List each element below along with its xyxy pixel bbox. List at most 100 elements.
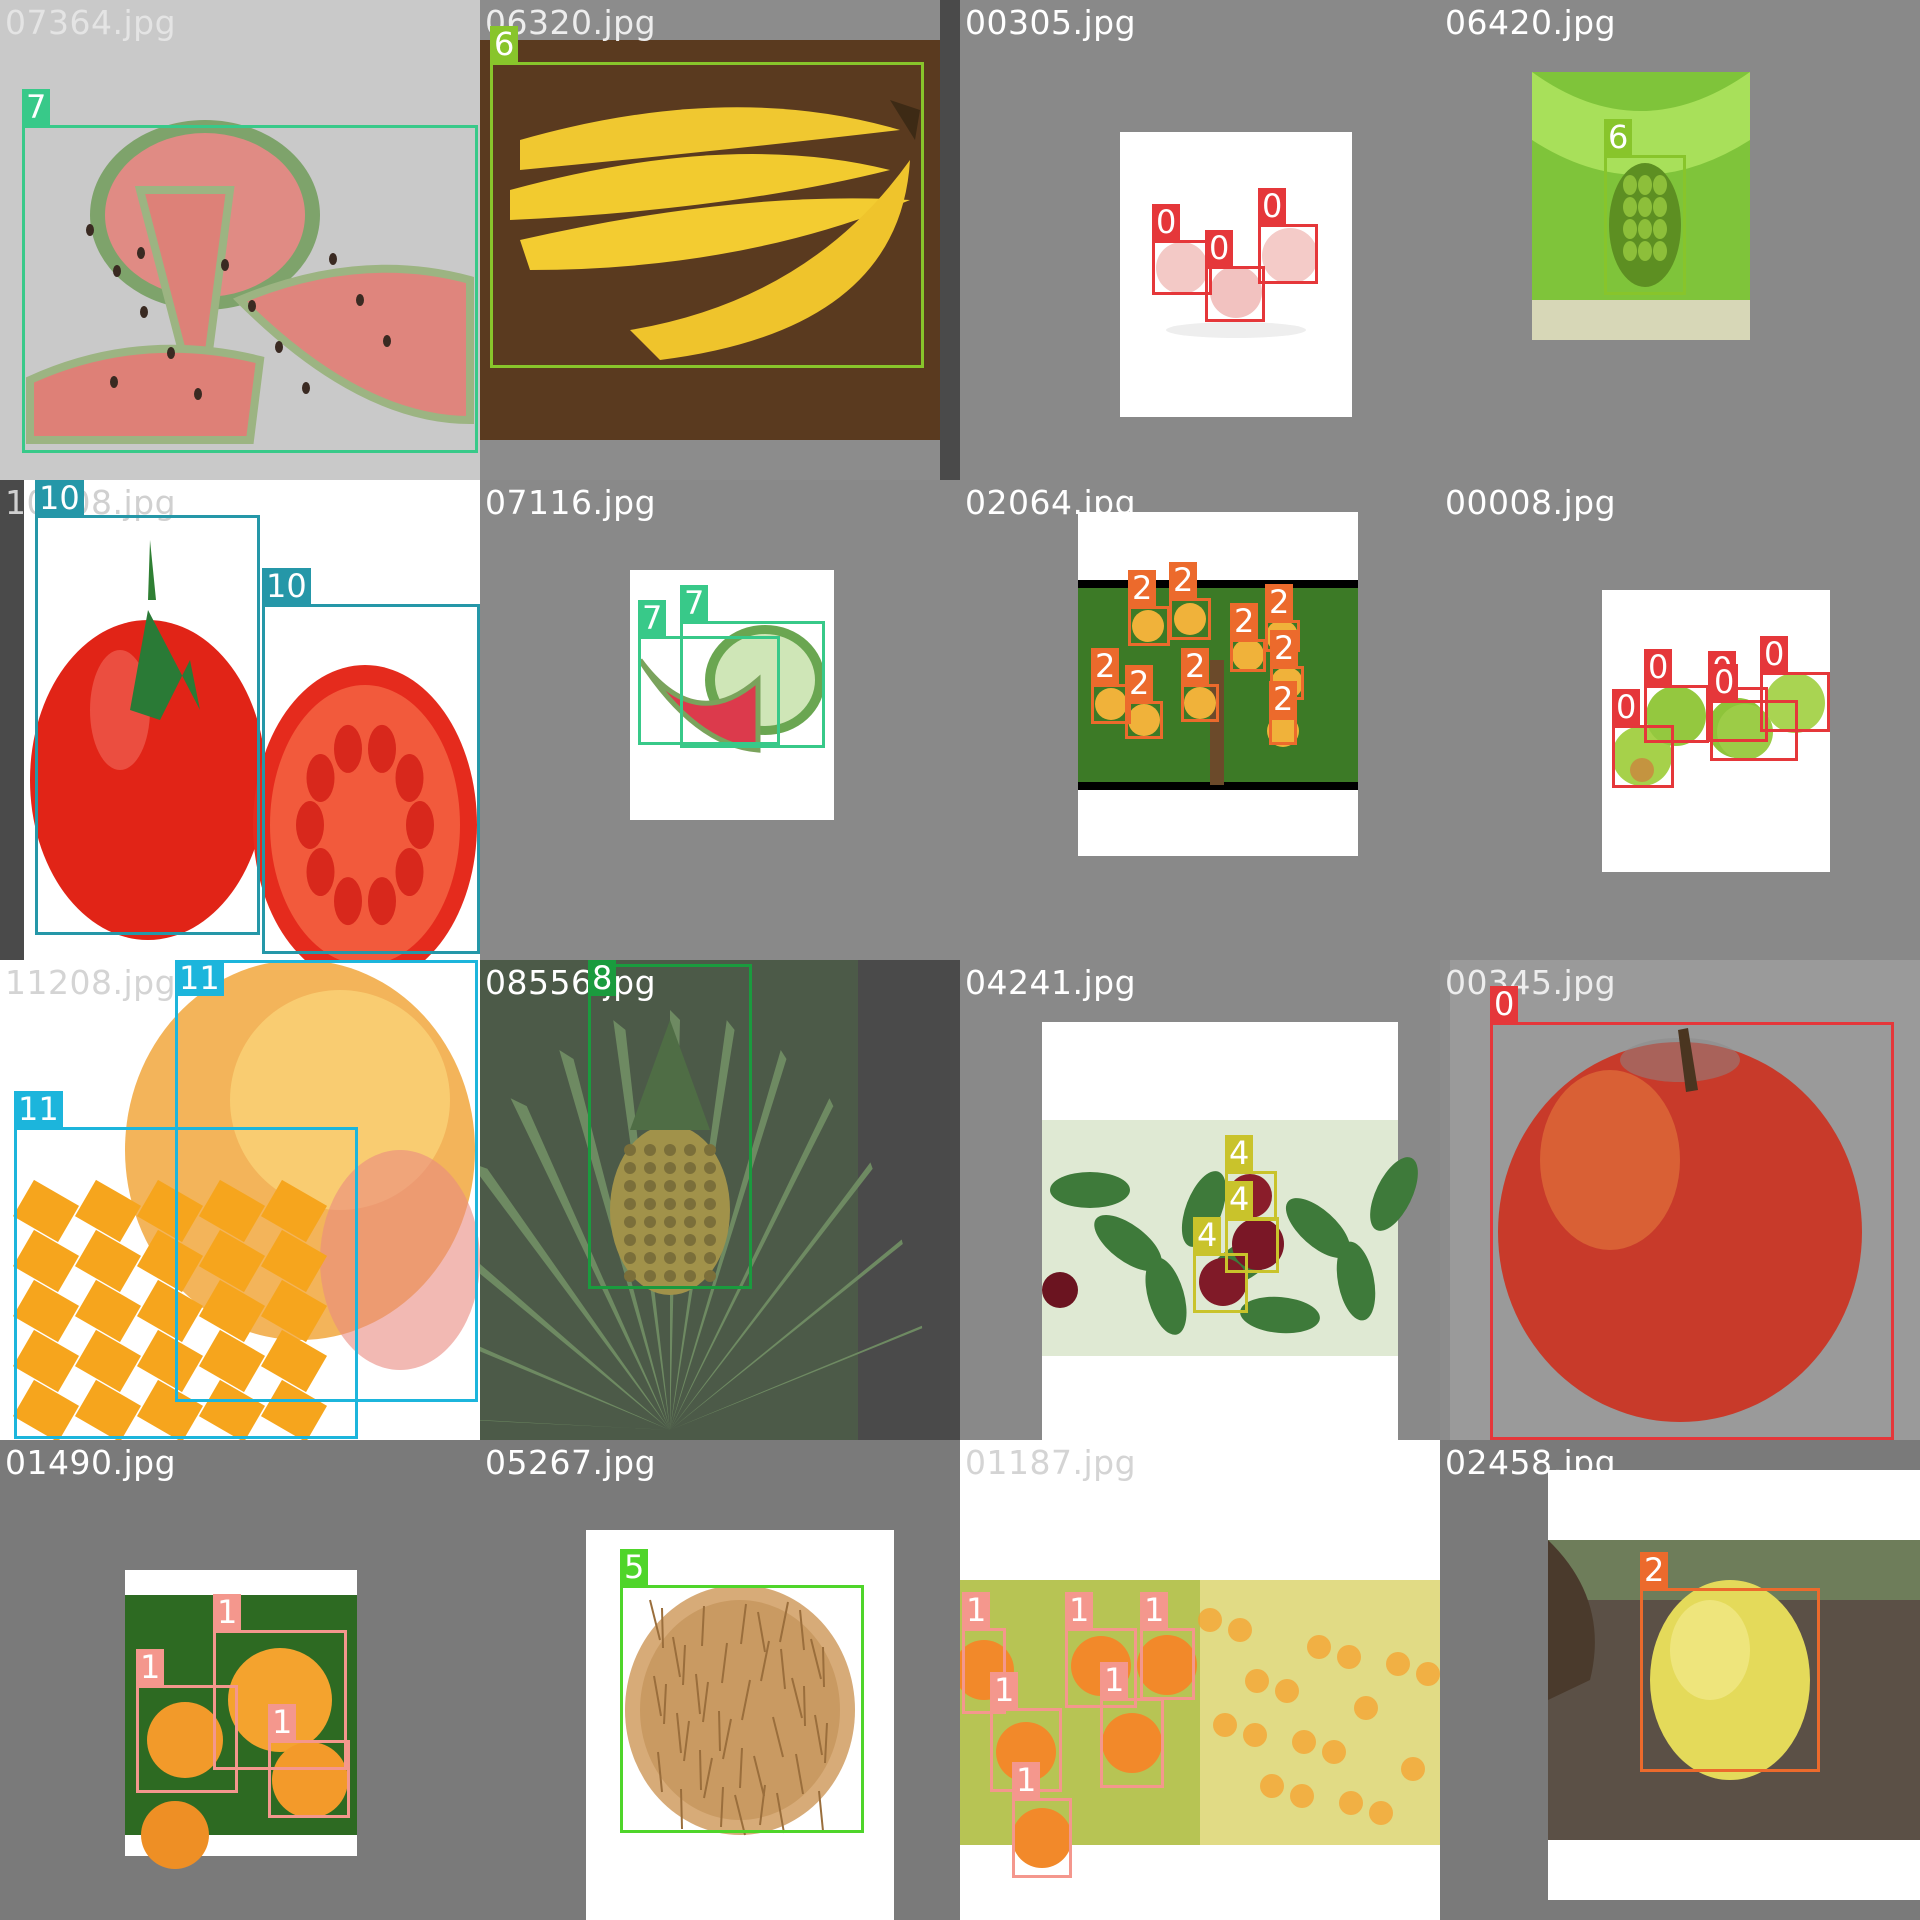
fruit-image [480,960,960,1440]
class-label: 1 [990,1672,1019,1708]
bounding-box [1125,701,1163,739]
fruit-image [586,1530,894,1920]
mosaic-tile: 07364.jpg 7 [0,0,480,480]
tile-filename: 01490.jpg [5,1443,177,1482]
tile-filename: 07116.jpg [485,483,657,522]
class-label: 6 [490,26,519,62]
class-label: 1 [962,1592,991,1628]
class-label: 1 [1065,1592,1094,1628]
class-label: 7 [638,600,667,636]
tile-filename: 01187.jpg [965,1443,1137,1482]
mosaic-tile: 00345.jpg 0 [1440,960,1920,1440]
mosaic-tile: 01490.jpg 1 1 1 [0,1440,480,1920]
class-label: 1 [268,1704,297,1740]
bounding-box [268,1740,350,1818]
bounding-box [962,1628,1006,1714]
tile-filename: 11208.jpg [5,963,177,1002]
bounding-box [35,515,260,935]
class-label: 11 [14,1091,63,1127]
class-label: 2 [1091,648,1120,684]
tile-filename: 00345.jpg [1445,963,1617,1002]
fruit-image [125,1570,357,1869]
tile-filename: 06420.jpg [1445,3,1617,42]
mosaic-tile: 04241.jpg 4 4 4 [960,960,1440,1440]
bounding-box [14,1127,358,1439]
fruit-image [1042,1022,1418,1440]
class-label: 2 [1125,665,1154,701]
scene-coconut [625,1585,855,1836]
mosaic-tile: 11208.jpg 11 11 [0,960,480,1440]
bounding-box [22,125,478,453]
class-label: 6 [1604,119,1633,155]
bounding-box [1181,684,1219,722]
bounding-box [1091,684,1131,724]
mosaic-tile: 10008.jpg 10 10 [0,480,480,960]
fruit-image [1548,1470,1920,1900]
class-label: 11 [175,960,224,996]
bounding-box [1100,1698,1164,1788]
class-label: 0 [1205,230,1234,266]
bounding-box [1012,1798,1072,1878]
bounding-box [588,964,752,1289]
mosaic-tile: 00305.jpg 0 0 0 [960,0,1440,480]
mosaic-tile: 08556.jpg 8 [480,960,960,1440]
fruit-image [1532,72,1750,340]
scene-orange-cluster [125,1595,357,1869]
bounding-box [1490,1022,1894,1440]
tile-filename: 00305.jpg [965,3,1137,42]
mosaic-tile: 00008.jpg00000 [1440,480,1920,960]
bounding-box [136,1685,238,1793]
scene-watermelon-slices [26,120,474,444]
tile-filename: 02458.jpg [1445,1443,1617,1482]
class-label: 2 [1640,1552,1669,1588]
bounding-box [638,636,780,745]
scene-mango [12,960,480,1440]
mosaic-tile: 02064.jpg 2 2 2 2 2 2 2 2 2 [960,480,1440,960]
scene-tomatoes [30,540,477,960]
class-label: 2 [1128,570,1157,606]
scene-cherries-on-branch [1042,1120,1418,1356]
fruit-image [0,960,480,1440]
class-label: 2 [1269,681,1298,717]
tile-filename: 02064.jpg [965,483,1137,522]
fruit-image [960,1440,1440,1920]
fruit-image [0,480,480,960]
scene-banana-bunch [510,100,920,360]
class-label: 7 [22,89,51,125]
bounding-box [1760,672,1830,732]
tile-filename: 00008.jpg [1445,483,1617,522]
mosaic-tile: 07116.jpg 7 7 [480,480,960,960]
class-label: 2 [1265,584,1294,620]
class-label: 5 [620,1549,649,1585]
scene-three-peaches [1156,228,1318,338]
fruit-image [480,0,960,480]
bounding-box [620,1585,864,1833]
class-label: 1 [1140,1592,1169,1628]
mosaic-tile: 06420.jpg 6 [1440,0,1920,480]
bounding-box [1612,725,1674,788]
class-label: 0 [1490,986,1519,1022]
mosaic-tile: 06320.jpg 6 [480,0,960,480]
bounding-box [1169,598,1211,640]
class-label: 4 [1193,1217,1222,1253]
bounding-box [1269,717,1297,745]
bounding-box [1604,155,1686,295]
scene-red-apple [1498,1028,1862,1422]
bounding-box [1152,240,1212,295]
bounding-box [680,621,825,748]
bounding-box [490,62,924,368]
class-label: 10 [35,480,84,516]
bounding-box [262,604,480,954]
mosaic-tile: 02458.jpg 2 [1440,1440,1920,1920]
class-label: 0 [1760,636,1789,672]
class-label: 2 [1181,648,1210,684]
scene-banana-tree [1532,72,1750,340]
bounding-box [1258,224,1318,284]
bounding-box [1205,266,1265,322]
tile-filename: 05267.jpg [485,1443,657,1482]
bounding-box [1640,1588,1820,1772]
tile-filename: 08556.jpg [485,963,657,1002]
class-label: 0 [1152,204,1181,240]
class-label: 4 [1225,1135,1254,1171]
